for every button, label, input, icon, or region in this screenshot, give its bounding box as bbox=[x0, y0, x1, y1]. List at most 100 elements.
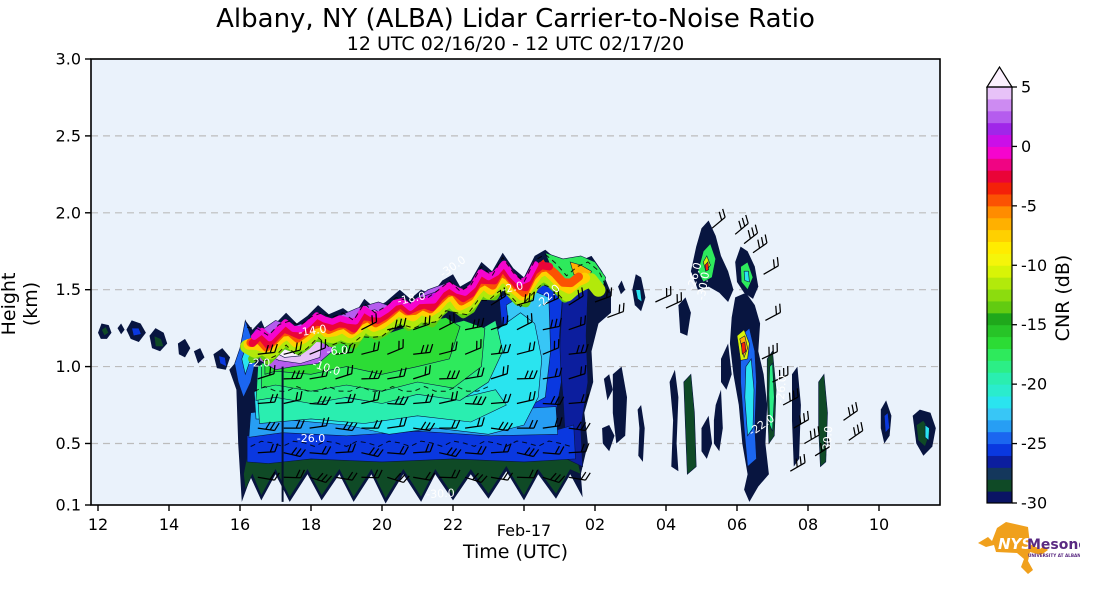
colorbar-segment bbox=[987, 300, 1012, 314]
wind-barb bbox=[283, 341, 303, 355]
wind-barb bbox=[387, 395, 409, 406]
wind-barb bbox=[387, 472, 410, 484]
wind-barb bbox=[655, 286, 672, 303]
region-column-cyan bbox=[744, 358, 755, 437]
wind-barb bbox=[439, 391, 459, 405]
region-column-red-core bbox=[740, 341, 747, 355]
x-tick-label: 14 bbox=[159, 515, 179, 534]
colorbar-border bbox=[986, 86, 1013, 504]
colorbar-segment bbox=[987, 158, 1012, 171]
wind-barb bbox=[257, 365, 276, 380]
wind-barb bbox=[335, 471, 358, 481]
x-tick-label: 08 bbox=[798, 515, 818, 534]
colorbar-segment bbox=[987, 241, 1012, 254]
region-sliver-2 bbox=[669, 369, 679, 472]
wind-barb bbox=[439, 469, 461, 479]
wind-barb bbox=[665, 292, 683, 309]
colorbar-segment bbox=[987, 265, 1012, 278]
wind-barb bbox=[607, 302, 625, 318]
wind-barb bbox=[490, 315, 509, 331]
wind-barb bbox=[413, 421, 436, 432]
wind-barb bbox=[490, 287, 507, 306]
y-tick-label: 1.0 bbox=[56, 357, 81, 376]
wind-barb bbox=[516, 391, 536, 405]
wind-barb bbox=[309, 339, 327, 355]
x-tick-label: 20 bbox=[372, 515, 392, 534]
wind-barb bbox=[309, 472, 333, 484]
region-post-deck-low-3 bbox=[612, 366, 627, 444]
colorbar-segment bbox=[987, 277, 1012, 290]
x-tick-label: 10 bbox=[869, 515, 889, 534]
region-left-blob-7-core bbox=[218, 355, 227, 368]
contour-label: -30.0 bbox=[426, 487, 455, 501]
colorbar-segment bbox=[987, 455, 1012, 468]
wind-barb bbox=[490, 471, 514, 481]
region-column-left-fringe bbox=[713, 389, 723, 452]
colorbar-segment bbox=[987, 348, 1012, 361]
wind-barb bbox=[516, 469, 539, 479]
wind-barb bbox=[743, 224, 759, 245]
wind-barb bbox=[361, 447, 384, 458]
contour-label: -30.0 bbox=[820, 425, 835, 454]
colorbar-segment bbox=[987, 443, 1012, 456]
wind-barb bbox=[413, 393, 434, 405]
wind-barb bbox=[490, 365, 509, 380]
wind-barb bbox=[752, 234, 768, 254]
wind-barb bbox=[793, 410, 810, 429]
wind-barb bbox=[309, 445, 332, 455]
wind-barb bbox=[568, 315, 587, 331]
wind-barb bbox=[711, 208, 726, 229]
wind-barb bbox=[568, 393, 590, 405]
dashed-contour bbox=[253, 386, 489, 392]
wind-barb bbox=[542, 395, 565, 406]
chart-subtitle: 12 UTC 02/16/20 - 12 UTC 02/17/20 bbox=[346, 33, 685, 55]
logo-tagline-text: UNIVERSITY AT ALBANY bbox=[1028, 553, 1080, 558]
wind-barb bbox=[361, 313, 378, 331]
wind-barb bbox=[361, 341, 380, 355]
colorbar-segment bbox=[987, 110, 1012, 124]
wind-barb bbox=[465, 395, 487, 406]
region-far-blob-1-core bbox=[883, 412, 890, 434]
wind-barb bbox=[283, 370, 305, 380]
wind-barb bbox=[335, 393, 356, 405]
wind-barb bbox=[765, 303, 782, 321]
wind-barb bbox=[568, 287, 584, 306]
y-tick-label: 2.0 bbox=[56, 203, 81, 222]
region-left-blob-4-core bbox=[153, 335, 165, 347]
wind-barb bbox=[843, 401, 859, 421]
contour-label: -18.0 bbox=[396, 289, 427, 308]
wind-barb bbox=[439, 370, 461, 380]
y-tick-label: 3.0 bbox=[56, 50, 81, 69]
colorbar-segment bbox=[987, 182, 1012, 195]
plot-border bbox=[90, 58, 941, 506]
contour-label: -2.0 bbox=[501, 279, 525, 296]
wind-barb bbox=[439, 341, 458, 355]
contour-label: -14.0 bbox=[297, 322, 327, 339]
wind-barb bbox=[464, 339, 482, 355]
wind-barb bbox=[542, 472, 566, 484]
wind-barb bbox=[516, 313, 533, 331]
colorbar-tick-label: -5 bbox=[1021, 196, 1037, 215]
wind-barb bbox=[438, 313, 455, 331]
wind-barb bbox=[283, 419, 305, 429]
colorbar-segment bbox=[987, 122, 1012, 136]
colorbar-tick-label: -25 bbox=[1021, 434, 1047, 453]
wind-barb bbox=[464, 317, 485, 331]
x-tick-label: 16 bbox=[230, 515, 250, 534]
contour-label: -2.0 bbox=[249, 357, 270, 370]
wind-barb bbox=[387, 445, 409, 455]
wind-barb bbox=[568, 343, 589, 355]
region-post-deck-low-2 bbox=[603, 374, 613, 401]
wind-barb bbox=[516, 419, 538, 429]
x-tick-label: 02 bbox=[585, 515, 605, 534]
wind-barb bbox=[542, 339, 560, 355]
wind-barb bbox=[594, 287, 613, 303]
wind-barb bbox=[257, 443, 279, 454]
wind-barb bbox=[361, 469, 383, 479]
wind-barb bbox=[490, 443, 512, 454]
colorbar-over-arrow bbox=[985, 65, 1014, 88]
colorbar-segment bbox=[987, 336, 1012, 349]
region-far-blob-2-cyan bbox=[924, 424, 930, 442]
region-column-green-sliver bbox=[768, 362, 775, 432]
wind-barb bbox=[387, 339, 404, 355]
